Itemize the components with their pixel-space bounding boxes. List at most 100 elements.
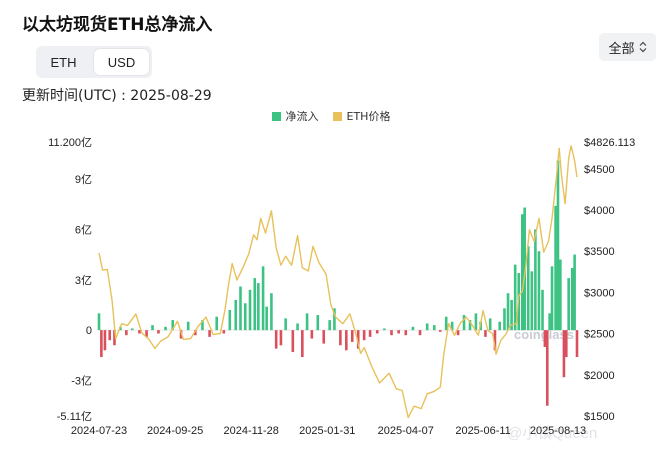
y-right-tick-label: $4826.113	[584, 137, 635, 149]
inflow-bar	[362, 330, 366, 341]
inflow-bar	[418, 330, 422, 336]
y-left-tick-label: 9亿	[75, 173, 92, 186]
inflow-bar	[548, 313, 551, 331]
inflow-bar	[462, 315, 466, 331]
price-line	[98, 145, 578, 419]
updated-time: 更新时间(UTC) : 2025-08-29	[22, 88, 212, 104]
inflow-bar	[567, 278, 570, 331]
inflow-bar	[523, 207, 526, 331]
inflow-bar	[510, 299, 513, 331]
y-left-tick-label: -5.11亿	[57, 410, 92, 423]
inflow-bar	[556, 160, 560, 331]
inflow-bar	[151, 325, 154, 331]
y-right-tick-label: $4500	[584, 164, 615, 176]
inflow-bar	[564, 330, 568, 358]
page-title: 以太坊现货ETH总净流入	[22, 15, 213, 35]
inflow-bar	[261, 266, 265, 331]
inflow-bar	[257, 283, 260, 331]
inflow-bar	[164, 326, 167, 331]
chart-legend: 净流入 ETH价格	[0, 108, 662, 124]
inflow-bar	[296, 323, 299, 331]
y-right-tick-label: $2000	[584, 370, 615, 382]
inflow-bar	[433, 325, 436, 331]
inflow-bar	[322, 330, 326, 344]
inflow-bar	[534, 229, 537, 331]
inflow-bar	[468, 320, 472, 331]
inflow-bar	[228, 309, 232, 331]
inflow-bar	[125, 330, 128, 336]
chevron-updown-icon	[639, 41, 646, 53]
inflow-bar	[279, 330, 283, 346]
inflow-bar	[444, 316, 448, 331]
inflow-bar	[450, 321, 454, 331]
y-right-tick-label: $3000	[584, 287, 615, 299]
inflow-bar	[526, 246, 530, 331]
inflow-bar	[375, 330, 379, 334]
toggle-usd[interactable]: USD	[94, 49, 149, 75]
inflow-bar	[550, 266, 554, 331]
y-left-tick-label: 3亿	[75, 274, 92, 287]
inflow-bar	[350, 330, 354, 342]
legend-swatch-price	[332, 111, 342, 121]
inflow-bar	[575, 330, 579, 358]
inflow-bar	[554, 205, 557, 331]
inflow-bar	[530, 271, 534, 331]
y-left-tick-label: 0	[86, 325, 92, 337]
range-select[interactable]: 全部	[599, 33, 656, 61]
inflow-bar	[390, 330, 393, 336]
x-tick-label: 2025-06-11	[455, 425, 510, 437]
inflow-bar	[186, 321, 190, 331]
legend-label-inflow: 净流入	[285, 110, 319, 123]
toggle-eth[interactable]: ETH	[50, 54, 77, 70]
inflow-bar	[171, 320, 175, 331]
inflow-bar	[356, 330, 360, 349]
watermark-user: @小镇Queen	[507, 425, 598, 442]
legend-item-price[interactable]: ETH价格	[332, 108, 390, 124]
inflow-bar	[248, 289, 252, 331]
inflow-bar	[484, 330, 487, 337]
inflow-bar	[284, 318, 287, 331]
legend-swatch-inflow	[271, 111, 281, 121]
legend-item-inflow[interactable]: 净流入	[271, 108, 319, 124]
inflow-bar	[541, 289, 544, 331]
inflow-bar	[243, 303, 247, 331]
inflow-bar	[438, 330, 442, 332]
inflow-bar	[157, 330, 160, 334]
inflow-bar	[573, 254, 576, 331]
inflow-bar	[425, 323, 429, 331]
inflow-bar	[265, 306, 268, 331]
inflow-bar	[201, 320, 204, 331]
y-right-tick-label: $1500	[584, 411, 615, 423]
inflow-bar	[537, 251, 541, 331]
inflow-bar	[270, 293, 273, 331]
inflow-bar	[339, 330, 342, 346]
x-tick-label: 2025-01-31	[299, 425, 355, 437]
inflow-bar	[411, 326, 415, 331]
inflow-bar	[345, 330, 348, 351]
inflow-bar	[521, 214, 524, 331]
inflow-bar	[208, 330, 211, 337]
inflow-bar	[291, 330, 295, 352]
inflow-bar	[503, 308, 506, 331]
inflow-bar	[397, 330, 400, 334]
inflow-bar	[108, 330, 112, 341]
inflow-bar	[316, 315, 320, 331]
inflow-bar	[570, 267, 574, 331]
inflow-bar	[513, 264, 517, 331]
y-left-tick-label: 6亿	[75, 223, 92, 236]
y-left-tick-label: 11.200亿	[48, 136, 92, 149]
y-right-tick-label: $4000	[584, 205, 615, 217]
inflow-bar	[310, 330, 314, 339]
inflow-bar	[328, 320, 331, 331]
inflow-bar	[103, 330, 107, 351]
inflow-bar	[383, 328, 386, 331]
inflow-bar	[488, 318, 492, 331]
inflow-bar	[506, 293, 510, 331]
inflow-bar	[368, 330, 372, 337]
y-right-tick-label: $3500	[584, 246, 615, 258]
inflow-bar	[456, 330, 460, 336]
inflow-bar	[498, 321, 502, 331]
inflow-bar	[305, 313, 309, 331]
inflow-bar	[145, 330, 148, 337]
y-right-tick-label: $2500	[584, 329, 615, 341]
